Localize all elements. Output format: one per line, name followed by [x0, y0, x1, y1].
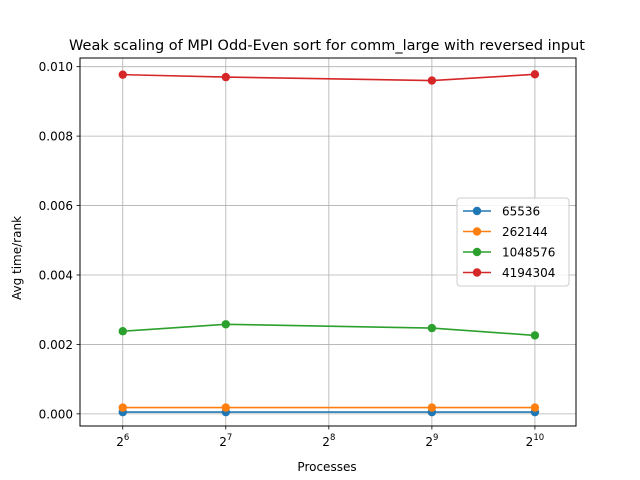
- data-point-262144: [118, 403, 127, 412]
- data-point-1048576: [427, 323, 437, 333]
- y-tick-label: 0.004: [39, 268, 73, 282]
- legend-swatch-marker: [472, 268, 482, 277]
- axis-ticks: 26 27 28 29 210 0.000 0.002 0.004 0.006 0.008 0.01…: [39, 60, 545, 449]
- x-tick-label: 27: [219, 433, 232, 449]
- data-point-4194304: [530, 70, 540, 79]
- x-tick-label: 210: [526, 433, 544, 449]
- plot-series: [118, 70, 540, 417]
- y-tick-label: 0.010: [39, 60, 73, 74]
- legend-label: 1048576: [502, 246, 555, 260]
- x-tick-label: 29: [425, 433, 438, 449]
- y-tick-label: 0.008: [39, 130, 73, 144]
- data-point-262144: [221, 403, 231, 412]
- x-tick-label: 28: [322, 433, 335, 449]
- x-axis-label: Processes: [297, 460, 356, 474]
- legend-swatch-marker: [472, 227, 482, 236]
- plot-frame: [79, 57, 577, 427]
- data-point-1048576: [530, 331, 540, 340]
- legend-swatch-marker: [472, 247, 482, 257]
- legend-label: 262144: [502, 225, 548, 239]
- legend-label: 65536: [502, 205, 540, 219]
- series-line-1048576: [122, 323, 535, 337]
- data-point-262144: [530, 403, 540, 412]
- data-point-4194304: [118, 70, 127, 79]
- x-tick-label: 26: [116, 433, 129, 449]
- y-axis-label: Avg time/rank: [10, 216, 24, 300]
- data-point-4194304: [221, 72, 231, 82]
- y-tick-label: 0.006: [39, 199, 73, 213]
- series-line-4194304: [122, 73, 535, 82]
- data-point-1048576: [221, 320, 231, 329]
- chart-title: Weak scaling of MPI Odd-Even sort for co…: [69, 38, 585, 54]
- legend: 65536 262144 1048576 4194304: [456, 197, 570, 287]
- legend-label: 4194304: [502, 266, 555, 280]
- data-point-4194304: [427, 76, 437, 85]
- legend-box: [456, 197, 570, 287]
- y-tick-label: 0.002: [39, 338, 73, 352]
- y-tick-label: 0.000: [39, 407, 73, 421]
- data-point-1048576: [118, 327, 127, 336]
- data-point-262144: [427, 403, 437, 412]
- legend-swatch-marker: [472, 206, 482, 216]
